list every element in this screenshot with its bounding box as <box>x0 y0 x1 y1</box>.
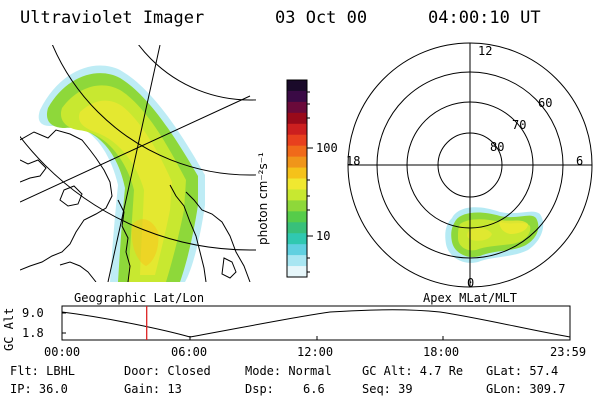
filter-info: Flt: LBHL <box>10 364 76 378</box>
altitude-curve <box>61 309 571 338</box>
polar-grid <box>347 42 593 288</box>
colorbar-unit-label: photon cm⁻²s⁻¹ <box>256 152 270 245</box>
colorbar <box>286 79 313 278</box>
colorbar-cell <box>287 178 307 191</box>
colorbar-cell <box>287 101 307 114</box>
lat-lon-grid <box>20 45 256 282</box>
mlt-label-18: 18 <box>346 154 361 168</box>
colorbar-cell <box>287 222 307 234</box>
date-label: 03 Oct 00 <box>275 8 368 28</box>
colorbar-label-10: 10 <box>316 229 331 243</box>
glon-info: GLon: 309.7 <box>486 382 566 396</box>
orbit-altitude-plot <box>61 305 571 341</box>
colorbar-label-100: 100 <box>316 141 338 155</box>
geo-map-caption: Geographic Lat/Lon <box>74 291 205 305</box>
gain-info: Gain: 13 <box>124 382 182 396</box>
lat-label-60: 60 <box>538 96 553 110</box>
orbit-xtick-1200: 12:00 <box>297 345 334 359</box>
polar-plot-caption: Apex MLat/MLT <box>423 291 517 305</box>
orbit-xtick-1800: 18:00 <box>423 345 460 359</box>
coastlines <box>20 129 251 282</box>
door-info: Door: Closed <box>124 364 211 378</box>
mlt-label-0: 0 <box>467 276 475 290</box>
colorbar-cell <box>287 134 307 147</box>
geographic-map <box>20 45 256 282</box>
time-label: 04:00:10 UT <box>428 8 541 28</box>
orbit-xtick-0000: 00:00 <box>44 345 81 359</box>
colorbar-cell <box>287 112 307 125</box>
orbit-ylabel: GC Alt <box>2 307 16 351</box>
colorbar-cell <box>287 211 307 223</box>
dsp-label: Dsp: <box>245 382 274 396</box>
colorbar-cell <box>287 145 307 158</box>
colorbar-cell <box>287 90 307 103</box>
colorbar-cell <box>287 189 307 201</box>
orbit-xtick-2359: 23:59 <box>550 345 587 359</box>
colorbar-cell <box>287 123 307 136</box>
glat-info: GLat: 57.4 <box>486 364 559 378</box>
colorbar-cell <box>287 167 307 180</box>
colorbar-cell <box>287 156 307 169</box>
colorbar-cell <box>287 244 307 256</box>
mlt-label-12: 12 <box>478 44 493 58</box>
mode-info: Mode: Normal <box>245 364 332 378</box>
seq-info: Seq: 39 <box>362 382 413 396</box>
polar-plot <box>347 42 593 288</box>
lat-label-70: 70 <box>512 118 527 132</box>
dsp-value: 6.6 <box>303 382 325 396</box>
colorbar-cell <box>287 200 307 212</box>
mlt-label-6: 6 <box>576 154 584 168</box>
ip-info: IP: 36.0 <box>10 382 68 396</box>
colorbar-cell <box>287 80 307 92</box>
gc-alt-info: GC Alt: 4.7 Re <box>362 364 464 378</box>
orbit-ytick-1-8: 1.8 <box>22 326 44 340</box>
colorbar-cell <box>287 255 307 267</box>
orbit-ytick-9: 9.0 <box>22 306 44 320</box>
instrument-title: Ultraviolet Imager <box>20 8 205 28</box>
colorbar-cell <box>287 266 307 278</box>
colorbar-cell <box>287 233 307 245</box>
orbit-xtick-0600: 06:00 <box>171 345 208 359</box>
lat-label-80: 80 <box>490 140 505 154</box>
